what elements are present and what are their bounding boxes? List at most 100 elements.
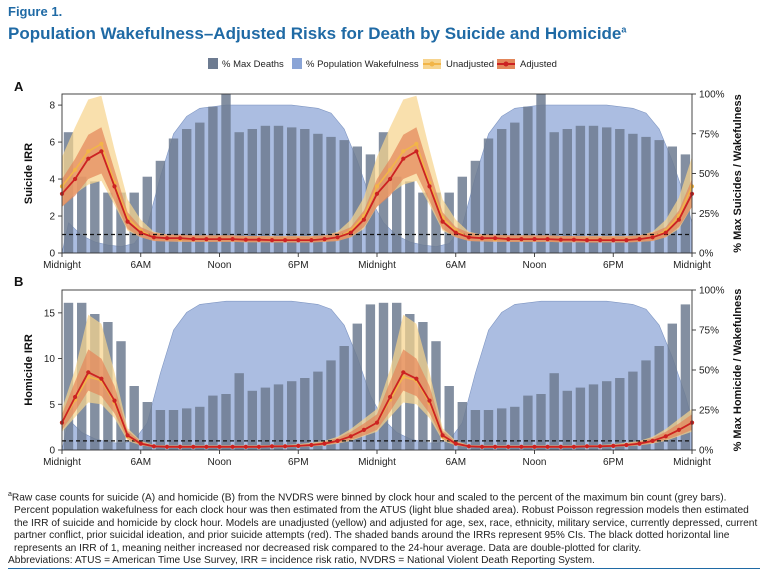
panel-a-y2-tick-label: 25% — [699, 209, 719, 220]
panel-a-adjusted-point — [650, 235, 655, 240]
panel-a-death-bar — [405, 181, 415, 253]
panel-b-adjusted-point — [584, 444, 590, 449]
panel-a-adjusted-point — [73, 176, 78, 182]
panel-a-death-bar — [287, 127, 297, 253]
panel-a-adjusted-point — [637, 237, 642, 242]
panel-b-death-bar — [667, 323, 677, 450]
panel-a-wakefulness-area — [61, 104, 693, 254]
panel-b-adjusted-point — [650, 438, 655, 443]
footnote-body: Raw case counts for suicide (A) and homi… — [11, 492, 758, 554]
panel-a-y2-tick-label: 50% — [699, 169, 719, 180]
panel-b-adjusted-point — [519, 444, 524, 449]
panel-b-death-bar — [483, 410, 494, 450]
panel-a-adjusted-point — [322, 237, 327, 242]
panel-a-unadjusted-point — [374, 184, 380, 189]
panel-a-adjusted-point — [99, 149, 104, 154]
panel-a-death-bar — [588, 125, 599, 253]
panel-b-death-bar — [510, 406, 520, 450]
panel-a-death-bar — [575, 125, 586, 253]
panel-b-death-bar — [208, 395, 218, 450]
panel-b-x-tick-label: 6AM — [445, 457, 466, 468]
panel-a-x-tick-label: 6PM — [603, 260, 624, 271]
panel-a-death-bar — [562, 129, 572, 253]
panel-b-adjusted-point — [335, 438, 340, 443]
panel-a-unadjusted-point — [86, 149, 91, 154]
panel-b-death-bar — [326, 360, 336, 450]
panel-b-death-bar — [536, 394, 546, 450]
panel-a-death-bar — [352, 146, 362, 253]
legend-label-adjusted: Adjusted — [520, 59, 557, 70]
panel-a-adjusted-point — [178, 236, 183, 241]
legend-swatch-max-deaths — [208, 58, 218, 69]
figure-title: Population Wakefulness–Adjusted Risks fo… — [8, 24, 626, 44]
panel-a-x-tick-label: 6AM — [130, 260, 151, 271]
panel-b-adjusted-point — [151, 444, 156, 449]
panel-b-x-tick-label: 6AM — [130, 457, 151, 468]
panel-b-death-bar — [260, 387, 271, 450]
panel-a-y2-tick-label: 75% — [699, 129, 719, 140]
panel-a-death-bar — [470, 160, 481, 253]
panel-a-adjusted-point — [624, 238, 629, 243]
panel-b-x-tick-label: Noon — [523, 457, 547, 468]
panel-a-adjusted-point — [414, 149, 419, 154]
panel-b-y-axis-title: Homicide IRR — [23, 334, 35, 406]
panel-b-x-tick-label: Noon — [208, 457, 232, 468]
panel-a-x-tick-label: 6PM — [288, 260, 309, 271]
panel-a-adjusted-point — [151, 235, 156, 240]
panel-a-unadjusted-point — [414, 141, 419, 146]
panel-b-adjusted-point — [479, 444, 485, 449]
legend-marker-unadjusted — [429, 61, 435, 67]
panel-a-death-bar — [208, 106, 218, 253]
panel-b-adjusted-point — [532, 444, 537, 449]
panel-a-adjusted-point — [374, 191, 380, 196]
panel-a-adjusted-point — [401, 156, 406, 161]
panel-a-y-tick-label: 2 — [49, 212, 55, 223]
panel-a-adjusted-point — [427, 184, 432, 189]
panel-a-y-tick-label: 4 — [49, 175, 55, 186]
panel-a-unadjusted-point — [388, 167, 393, 172]
panel-a-y-tick-label: 6 — [49, 138, 55, 149]
legend-swatch-wakefulness — [292, 58, 302, 69]
panel-b-death-bar — [300, 378, 310, 450]
panel-b-adjusted-point — [322, 441, 327, 446]
panel-b-death-bar — [339, 346, 349, 450]
abbreviations: Abbreviations: ATUS = American Time Use … — [8, 555, 595, 567]
panel-b-letter: B — [14, 274, 23, 289]
panel-b-y2-tick-label: 50% — [699, 366, 719, 377]
panel-b-death-bar — [549, 373, 559, 450]
panel-b-wakefulness-area — [61, 300, 693, 451]
panel-b-adjusted-point — [125, 433, 130, 438]
panel-a-adjusted-point — [125, 219, 130, 224]
panel-b-death-bar — [497, 408, 507, 450]
panel-a-adjusted-point — [335, 235, 340, 240]
figure-title-text: Population Wakefulness–Adjusted Risks fo… — [8, 24, 622, 43]
panel-a-x-tick-label: Midnight — [673, 260, 711, 271]
panel-b-death-bar — [182, 408, 192, 450]
panel-b-death-bar — [523, 395, 533, 450]
panel-a-death-bar — [195, 122, 205, 253]
panel-b-adjusted-ci-band — [62, 349, 692, 448]
panel-b-adjusted-point — [204, 444, 209, 449]
panel-a-death-bar — [182, 129, 192, 253]
panel-a-adjusted-point — [584, 238, 590, 243]
panel-b-adjusted-point — [388, 394, 393, 400]
panel-a-adjusted-point — [571, 237, 577, 242]
panel-b-y2-axis-title: % Max Homicide / Wakefulness — [732, 289, 744, 452]
panel-a-y-axis-title: Suicide IRR — [23, 143, 35, 204]
panel-a-death-bar — [549, 132, 559, 253]
panel-b-death-bar — [234, 373, 244, 450]
panel-b-x-tick-label: 6PM — [288, 457, 309, 468]
panel-a-y-tick-label: 8 — [49, 101, 55, 112]
panel-b-y-tick-label: 5 — [49, 400, 55, 411]
panel-b-death-bar — [273, 384, 284, 450]
panel-b-adjusted-point — [493, 444, 498, 449]
panel-b-death-bar — [116, 341, 126, 450]
panel-a-adjusted-point — [453, 230, 458, 235]
panel-a-adjusted-point — [598, 238, 603, 243]
panel-b-adjusted-point — [138, 441, 143, 446]
panel-a-unadjusted-point — [73, 167, 78, 172]
panel-a-adjusted-point — [388, 176, 393, 182]
panel-b-death-bar — [247, 390, 257, 450]
panel-b-adjusted-point — [414, 376, 419, 381]
figure-chart: % Max Deaths % Population Wakefulness Un… — [14, 58, 744, 468]
